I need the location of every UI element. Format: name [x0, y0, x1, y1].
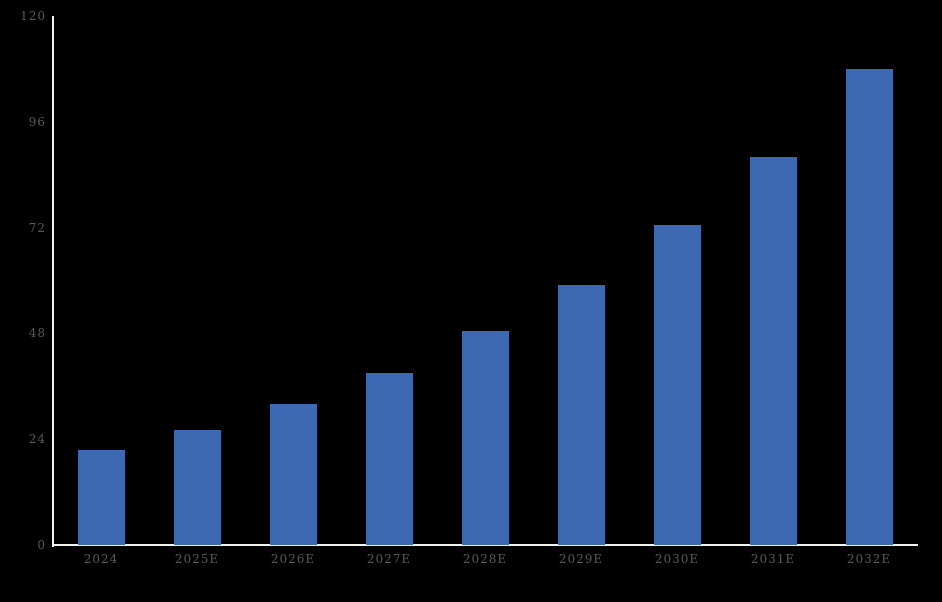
- bar-2024: [77, 450, 125, 545]
- y-tick-label-120: 120: [20, 9, 46, 23]
- x-tick-label-2024: 2024: [83, 552, 119, 566]
- y-tick-label-24: 24: [28, 432, 46, 447]
- y-tick-label-72: 72: [28, 220, 46, 235]
- x-tick-label-2031E: 2031E: [750, 552, 796, 566]
- bar-2029E: [557, 284, 605, 545]
- y-tick-label-96: 96: [28, 114, 46, 129]
- x-tick-label-2027E: 2027E: [366, 552, 412, 566]
- bar-2026E: [269, 403, 317, 545]
- x-tick-label-2029E: 2029E: [558, 552, 604, 566]
- bar-2032E: [845, 68, 893, 545]
- x-tick-label-2025E: 2025E: [174, 552, 220, 566]
- bar-2028E: [461, 331, 509, 545]
- y-axis-line: [52, 16, 54, 547]
- bar-2025E: [173, 430, 221, 545]
- x-tick-label-2032E: 2032E: [846, 552, 892, 566]
- x-tick-label-2028E: 2028E: [462, 552, 508, 566]
- x-tick-label-2026E: 2026E: [270, 552, 316, 566]
- bar-2027E: [365, 373, 413, 545]
- x-tick-label-2030E: 2030E: [654, 552, 700, 566]
- y-tick-label-48: 48: [28, 326, 46, 341]
- bar-2030E: [653, 225, 701, 545]
- x-axis-line: [52, 544, 918, 546]
- y-tick-label-0: 0: [37, 538, 46, 552]
- bar-2031E: [749, 157, 797, 545]
